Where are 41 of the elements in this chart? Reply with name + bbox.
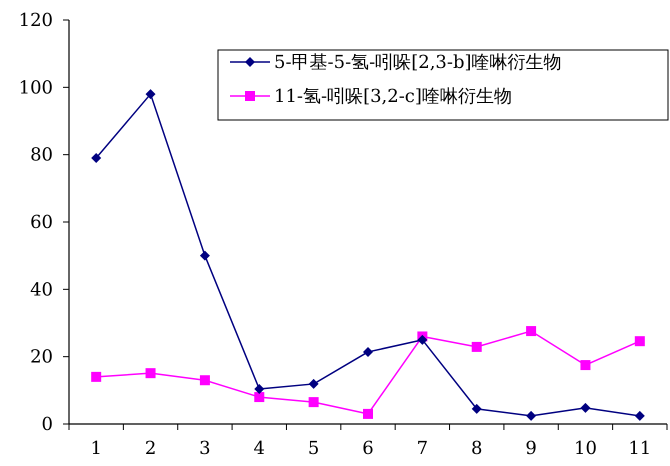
point — [91, 372, 102, 382]
y-tick-label: 80 — [30, 144, 53, 166]
point — [526, 410, 536, 421]
x-tick-label: 10 — [574, 438, 597, 459]
point — [91, 153, 102, 164]
point — [580, 360, 590, 370]
point — [634, 336, 645, 346]
point — [472, 404, 482, 414]
point — [200, 250, 210, 261]
x-tick-label: 4 — [254, 438, 265, 459]
point — [308, 397, 319, 408]
point — [200, 375, 210, 386]
x-tick-label: 11 — [628, 438, 652, 459]
point — [254, 392, 264, 402]
x-tick-label: 2 — [144, 438, 156, 459]
point — [634, 410, 645, 421]
y-tick-label: 0 — [42, 414, 53, 435]
point — [146, 89, 156, 100]
y-tick-label: 20 — [30, 346, 53, 368]
point — [363, 408, 373, 419]
point — [417, 334, 428, 345]
legend-label: 5-甲基-5-氢-吲哚[2,3-b]喹啉衍生物 — [274, 52, 562, 73]
point — [363, 346, 373, 357]
y-tick-label: 120 — [18, 10, 53, 31]
x-tick-label: 8 — [471, 438, 482, 459]
point — [580, 402, 590, 413]
x-tick-label: 9 — [525, 438, 537, 459]
y-tick-label: 100 — [18, 77, 53, 98]
y-tick-label: 40 — [30, 279, 53, 300]
y-tick-label: 60 — [30, 212, 53, 233]
legend-label: 11-氢-吲哚[3,2-c]喹啉衍生物 — [274, 86, 512, 107]
point — [308, 378, 319, 389]
point — [254, 384, 264, 394]
point — [526, 326, 536, 336]
x-tick-label: 3 — [199, 438, 211, 459]
x-tick-label: 1 — [90, 438, 102, 459]
point — [472, 342, 482, 352]
x-tick-label: 6 — [362, 438, 374, 459]
x-tick-label: 5 — [308, 438, 320, 459]
point — [146, 368, 156, 378]
x-tick-label: 7 — [416, 438, 428, 459]
